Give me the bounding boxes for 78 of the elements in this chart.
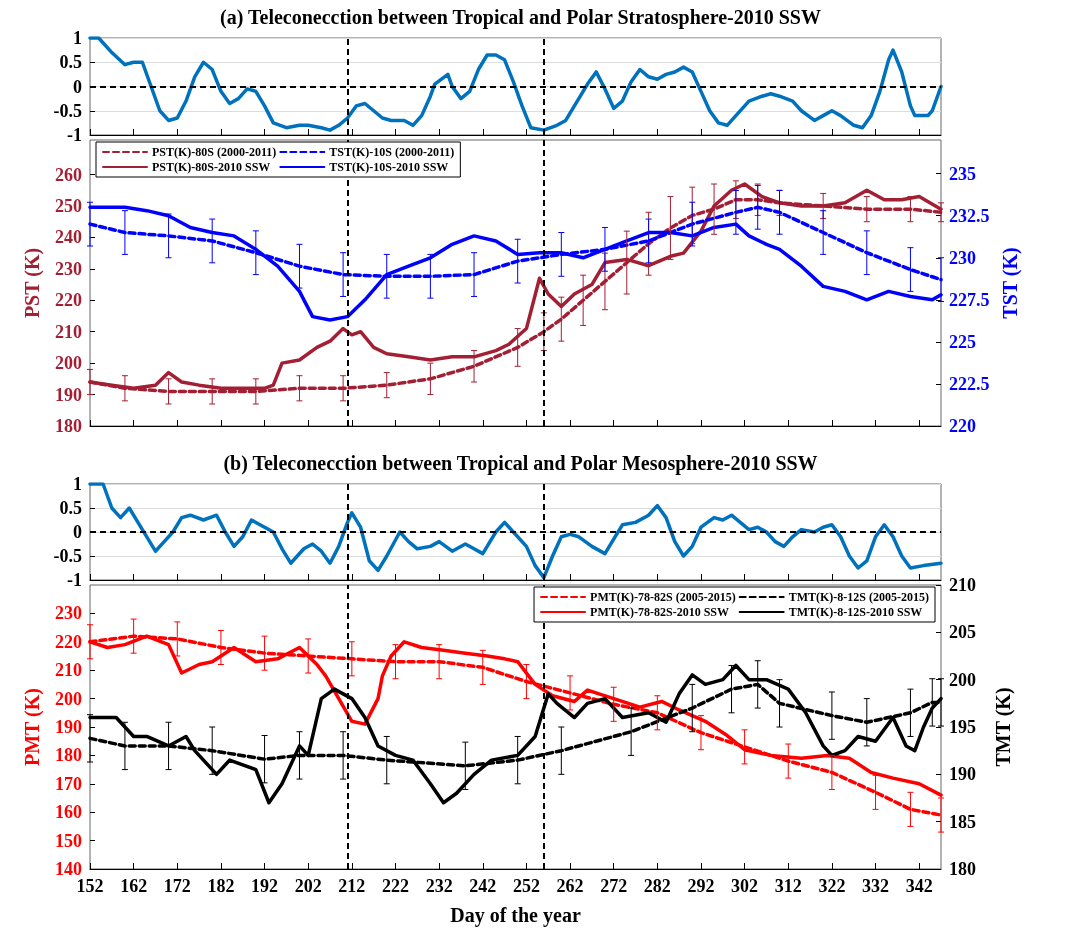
y-tick-label: 220 xyxy=(55,290,82,311)
y-tick-label: 150 xyxy=(55,830,82,851)
y-tick-label: 210 xyxy=(55,660,82,681)
y-tick-label: 230 xyxy=(55,258,82,279)
x-tick-label: 272 xyxy=(600,876,628,896)
y2-tick-label: 210 xyxy=(949,575,976,595)
x-tick-label: 202 xyxy=(294,876,322,896)
y-tick-label: 250 xyxy=(55,196,82,216)
y-tick-label: 180 xyxy=(55,745,82,766)
y2-axis-title: TST (K) xyxy=(999,247,1023,319)
y-tick-label: 200 xyxy=(55,353,82,374)
y2-tick-label: 225 xyxy=(949,331,976,352)
legend-label: TMT(K)-8-12S-2010 SSW xyxy=(788,605,923,619)
y-tick-label: 220 xyxy=(55,631,82,652)
x-tick-label: 182 xyxy=(207,876,235,896)
x-axis-title: Day of the year xyxy=(450,904,581,927)
legend-label: TST(K)-10S (2000-2011) xyxy=(329,145,455,159)
x-tick-label: 292 xyxy=(687,876,715,896)
y2-tick-label: 195 xyxy=(949,717,976,737)
x-tick-label: 282 xyxy=(643,876,671,896)
y2-tick-label: 230 xyxy=(949,247,976,268)
legend-label: PST(K)-80S-2010 SSW xyxy=(152,160,271,174)
x-tick-label: 152 xyxy=(76,876,104,896)
y-tick-label: 0.5 xyxy=(59,498,82,518)
x-tick-label: 332 xyxy=(862,876,890,896)
y-tick-label: 1 xyxy=(73,474,82,494)
y2-tick-label: 180 xyxy=(949,859,976,879)
legend-label: PMT(K)-78-82S-2010 SSW xyxy=(590,605,730,619)
y-axis-title: PST (K) xyxy=(21,247,44,319)
y2-tick-label: 232.5 xyxy=(949,205,990,226)
y-tick-label: -1 xyxy=(67,570,82,590)
chart-title: (a) Teleconecction between Tropical and Polar Stratosphere-2010 SSW xyxy=(220,6,821,29)
y-tick-label: 1 xyxy=(73,28,82,48)
y-tick-label: 0 xyxy=(73,76,82,97)
y-tick-label: 160 xyxy=(55,802,82,823)
y2-tick-label: 205 xyxy=(949,622,976,643)
y-tick-label: 230 xyxy=(55,603,82,624)
x-tick-label: 242 xyxy=(469,876,497,896)
y-tick-label: 260 xyxy=(55,164,82,185)
x-tick-label: 252 xyxy=(512,876,540,896)
legend-label: TMT(K)-8-12S (2005-2015) xyxy=(788,590,930,604)
y-tick-label: 0.5 xyxy=(59,52,82,73)
x-tick-label: 302 xyxy=(731,876,759,896)
y2-tick-label: 200 xyxy=(949,669,976,690)
x-tick-label: 212 xyxy=(338,876,366,896)
y-tick-label: 140 xyxy=(55,859,82,879)
y-tick-label: 0 xyxy=(73,522,82,542)
y-tick-label: 200 xyxy=(55,688,82,709)
y2-tick-label: 185 xyxy=(949,811,976,832)
x-tick-label: 322 xyxy=(818,876,846,896)
y-tick-label: -0.5 xyxy=(53,546,82,566)
x-tick-label: 312 xyxy=(774,876,802,896)
y-tick-label: 180 xyxy=(55,416,82,436)
x-tick-label: 192 xyxy=(251,876,279,896)
y2-tick-label: 190 xyxy=(949,764,976,785)
y2-axis-title: TMT (K) xyxy=(992,687,1015,767)
chart-title: (b) Teleconecction between Tropical and Polar Mesosphere-2010 SSW xyxy=(223,452,818,475)
y-tick-label: 190 xyxy=(55,384,82,405)
x-tick-label: 172 xyxy=(163,876,191,896)
y2-tick-label: 222.5 xyxy=(949,373,990,394)
y-tick-label: 170 xyxy=(55,773,82,794)
y-tick-label: 210 xyxy=(55,321,82,342)
legend-label: PST(K)-80S (2000-2011) xyxy=(152,145,277,159)
x-tick-label: 162 xyxy=(120,876,148,896)
y-tick-label: 190 xyxy=(55,717,82,737)
legend-label: PMT(K)-78-82S (2005-2015) xyxy=(590,590,736,604)
y2-tick-label: 235 xyxy=(949,163,976,184)
y-tick-label: -0.5 xyxy=(53,100,82,121)
y-tick-label: 240 xyxy=(55,227,82,248)
x-tick-label: 262 xyxy=(556,876,584,896)
y-axis-title: PMT (K) xyxy=(21,688,44,766)
x-tick-label: 342 xyxy=(905,876,933,896)
legend-label: TST(K)-10S-2010 SSW xyxy=(329,160,449,174)
y2-tick-label: 220 xyxy=(949,416,976,436)
y2-tick-label: 227.5 xyxy=(949,289,990,310)
y-tick-label: -1 xyxy=(67,125,82,145)
x-tick-label: 222 xyxy=(381,876,409,896)
x-tick-label: 232 xyxy=(425,876,453,896)
